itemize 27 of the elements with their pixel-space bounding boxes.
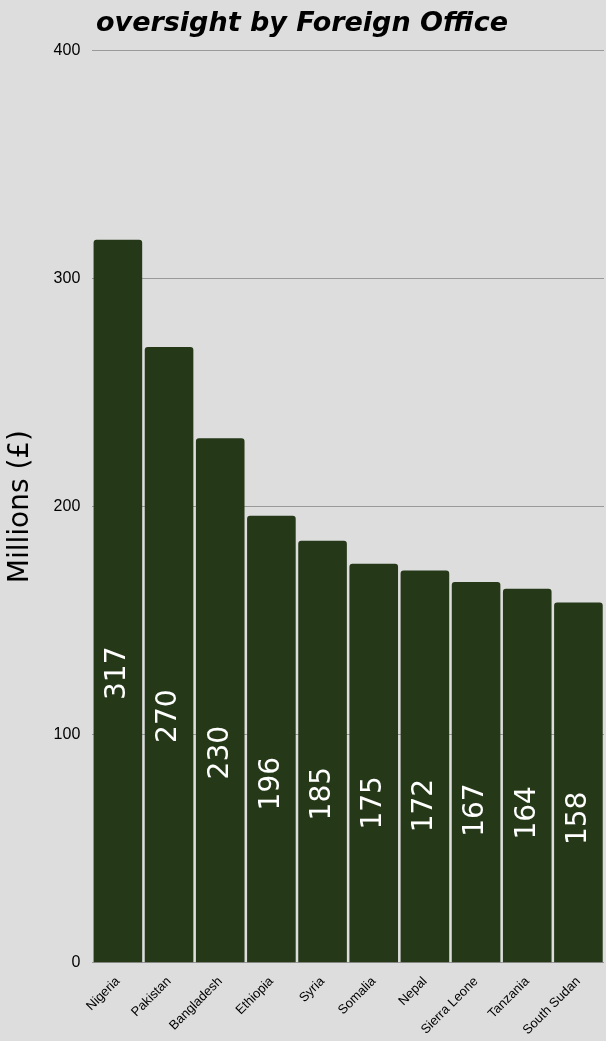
y-tick-label: 200 [53,497,81,515]
bar [144,346,194,963]
data-label: 158 [559,791,593,846]
bar [195,438,245,963]
data-label: 196 [252,756,286,811]
y-axis-title: Millions (£) [2,429,36,584]
data-label: 167 [457,783,491,837]
data-label: 317 [99,646,133,700]
bar [247,515,296,963]
bar [349,563,399,963]
data-label: 164 [508,786,542,840]
bar [451,581,501,963]
data-label: 172 [406,778,440,833]
bar [554,602,603,963]
chart-title: oversight by Foreign Office [95,6,509,38]
y-tick-label: 300 [53,268,81,286]
data-label: 230 [201,725,235,780]
data-label: 175 [355,776,389,830]
y-tick-label: 0 [71,953,81,971]
y-tick-label: 100 [53,725,81,743]
bar [502,588,552,963]
y-tick-label: 400 [53,40,81,58]
data-label: 270 [150,689,184,743]
bar [298,540,347,963]
bar [93,239,143,963]
data-label: 185 [303,766,337,821]
bar [400,570,450,963]
